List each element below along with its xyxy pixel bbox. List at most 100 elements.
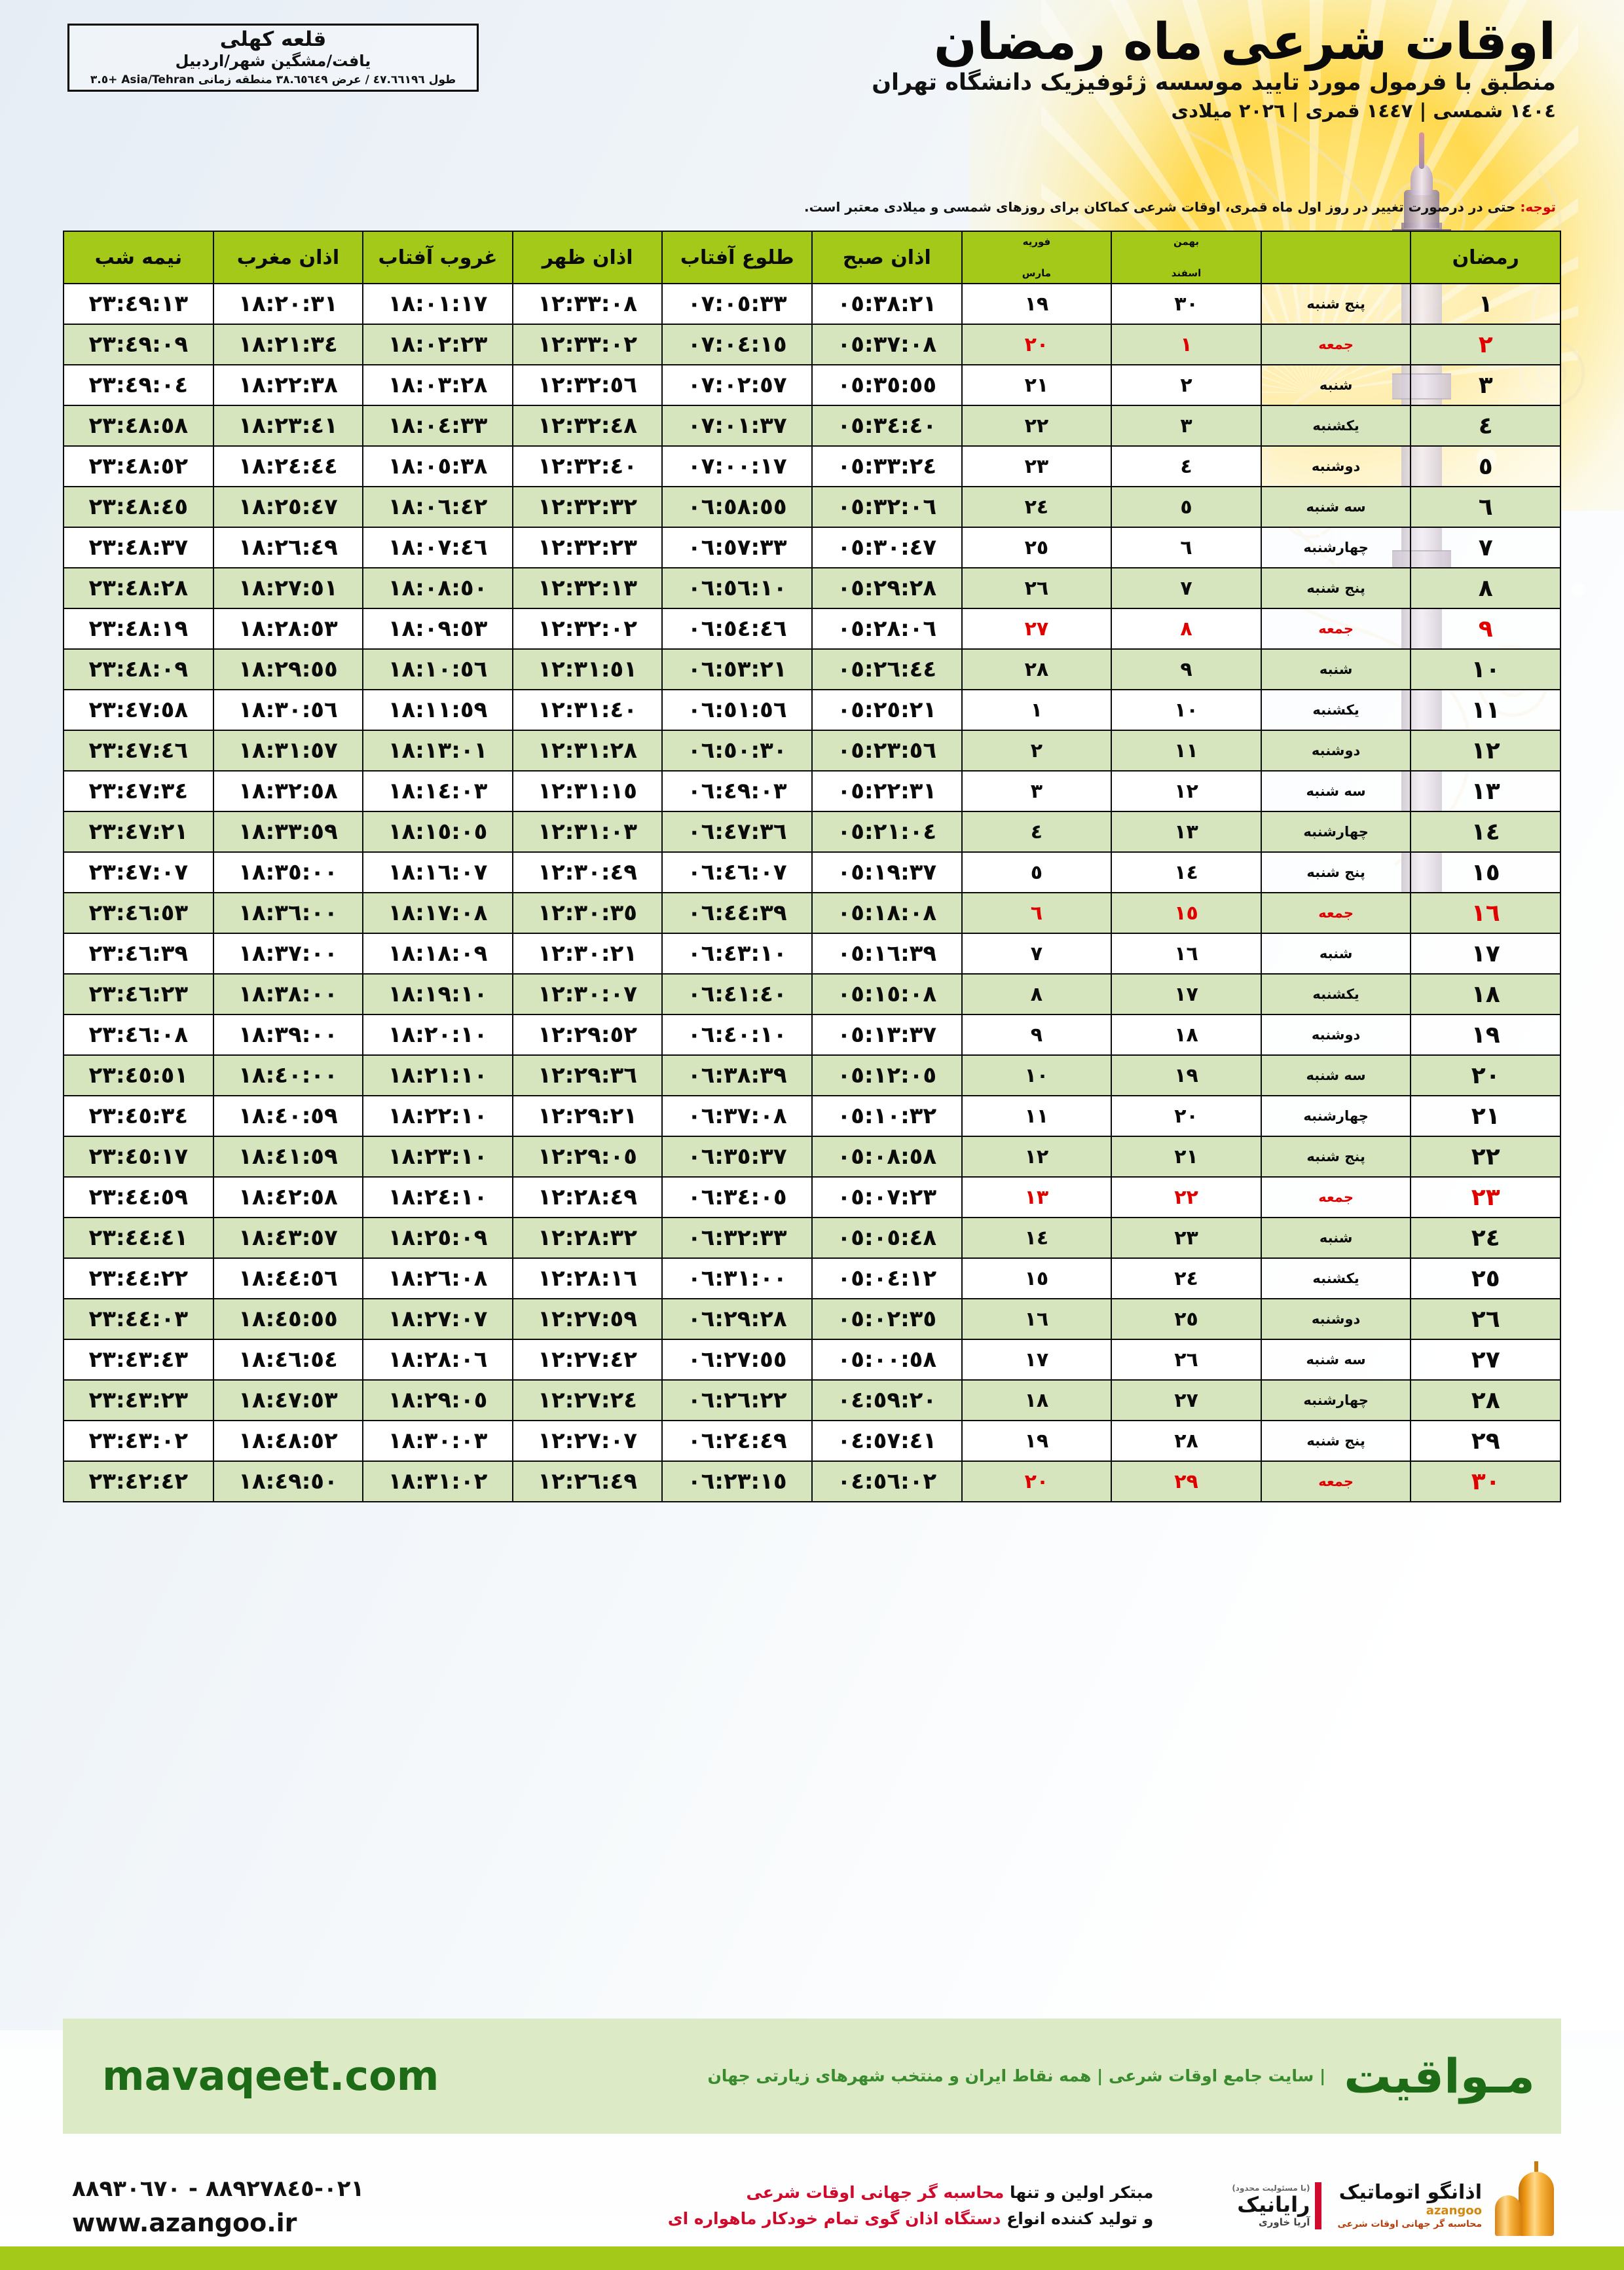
cell-maghrib: ١٨:٢٠:٣١ <box>212 283 364 325</box>
azangoo-title: اذانگو اتوماتیک <box>1338 2181 1482 2204</box>
cell-dhuhr: ١٢:٣٢:٣٢ <box>511 486 663 528</box>
cell-midnight: ٢٣:٤٤:٥٩ <box>63 1176 214 1218</box>
cell-dhuhr: ١٢:٣٠:٢١ <box>511 933 663 975</box>
azangoo-sub: azangoo <box>1426 2204 1482 2218</box>
azangoo-tagline: محاسبه گر جهانی اوقات شرعی <box>1337 2219 1482 2229</box>
cell-gregorian-date: ١٠ <box>961 1054 1113 1096</box>
cell-maghrib: ١٨:٤٣:٥٧ <box>212 1217 364 1259</box>
table-row: ٦ سه شنبه ٥ ٢٤ ٠٥:٣٢:٠٦ ٠٦:٥٨:٥٥ ١٢:٣٢:٣٢ ١٨:٠٦… <box>63 486 1561 528</box>
cell-dhuhr: ١٢:٣٢:٥٦ <box>511 364 663 406</box>
col-header-hijri-bottom: اسفند <box>1171 267 1202 279</box>
cell-gregorian-date: ٦ <box>961 892 1113 934</box>
cell-maghrib: ١٨:٢٨:٥٣ <box>212 608 364 650</box>
cell-sunset: ١٨:٢٩:٠٥ <box>362 1379 513 1421</box>
cell-midnight: ٢٣:٤٨:٢٨ <box>63 567 214 609</box>
table-row: ١٧ شنبه ١٦ ٧ ٠٥:١٦:٣٩ ٠٦:٤٣:١٠ ١٢:٣٠:٢١ ١٨:١٨:٠… <box>63 933 1561 975</box>
cell-weekday: شنبه <box>1260 1217 1412 1259</box>
cell-sunrise: ٠٦:٣٤:٠٥ <box>661 1176 813 1218</box>
cell-gregorian-date: ٥ <box>961 851 1113 893</box>
cell-fajr: ٠٥:٠٨:٥٨ <box>811 1136 963 1178</box>
cell-hijri-date: ١٤ <box>1111 851 1262 893</box>
cell-weekday: جمعه <box>1260 608 1412 650</box>
table-row: ١٠ شنبه ٩ ٢٨ ٠٥:٢٦:٤٤ ٠٦:٥٣:٢١ ١٢:٣١:٥١ ١٨:١٠:٥… <box>63 648 1561 690</box>
cell-midnight: ٢٣:٤٥:٥١ <box>63 1054 214 1096</box>
cell-weekday: پنج شنبه <box>1260 1136 1412 1178</box>
cell-weekday: دوشنبه <box>1260 1014 1412 1056</box>
cell-ramadan-day: ٢٧ <box>1410 1339 1561 1381</box>
cell-dhuhr: ١٢:٢٨:٤٩ <box>511 1176 663 1218</box>
cell-weekday: شنبه <box>1260 364 1412 406</box>
cell-gregorian-date: ٢٥ <box>961 527 1113 568</box>
cell-ramadan-day: ٢ <box>1410 324 1561 365</box>
slogan-line2-highlight: دستگاه اذان گوی تمام خودکار ماهواره ای <box>667 2209 1001 2228</box>
cell-hijri-date: ٢٥ <box>1111 1298 1262 1340</box>
cell-sunset: ١٨:٣١:٠٢ <box>362 1461 513 1502</box>
cell-gregorian-date: ٢٠ <box>961 1461 1113 1502</box>
prayer-times-table: رمضان بهمن اسفند فوریه <box>63 231 1561 1502</box>
cell-ramadan-day: ٢٦ <box>1410 1298 1561 1340</box>
cell-weekday: دوشنبه <box>1260 730 1412 772</box>
cell-maghrib: ١٨:٤٦:٥٤ <box>212 1339 364 1381</box>
rayanik-logo: (با مسئولیت محدود) رایانیک آریا خاوری <box>1232 2182 1322 2229</box>
table-row: ١٣ سه شنبه ١٢ ٣ ٠٥:٢٢:٣١ ٠٦:٤٩:٠٣ ١٢:٣١:١٥ ١٨:١… <box>63 770 1561 812</box>
cell-sunset: ١٨:١٥:٠٥ <box>362 811 513 853</box>
cell-fajr: ٠٥:٣٠:٤٧ <box>811 527 963 568</box>
cell-midnight: ٢٣:٤٧:٤٦ <box>63 730 214 772</box>
cell-fajr: ٠٥:٣٢:٠٦ <box>811 486 963 528</box>
contact-website[interactable]: www.azangoo.ir <box>72 2208 297 2237</box>
cell-fajr: ٠٥:١٥:٠٨ <box>811 973 963 1015</box>
table-row: ١١ یکشنبه ١٠ ١ ٠٥:٢٥:٢١ ٠٦:٥١:٥٦ ١٢:٣١:٤٠ ١٨:١١… <box>63 689 1561 731</box>
cell-hijri-date: ١ <box>1111 324 1262 365</box>
cell-midnight: ٢٣:٤٤:٢٢ <box>63 1257 214 1299</box>
sponsor-logos: اذانگو اتوماتیک azangoo محاسبه گر جهانی … <box>1232 2161 1624 2245</box>
cell-fajr: ٠٥:١٢:٠٥ <box>811 1054 963 1096</box>
cell-sunrise: ٠٦:٥٠:٣٠ <box>661 730 813 772</box>
cell-gregorian-date: ٢ <box>961 730 1113 772</box>
cell-midnight: ٢٣:٤٩:٠٤ <box>63 364 214 406</box>
col-header-hijri-top: بهمن <box>1173 236 1200 248</box>
bottom-green-bar <box>0 2246 1624 2270</box>
table-row: ٢٠ سه شنبه ١٩ ١٠ ٠٥:١٢:٠٥ ٠٦:٣٨:٣٩ ١٢:٢٩:٣٦ ١٨:… <box>63 1054 1561 1096</box>
cell-fajr: ٠٥:٣٨:٢١ <box>811 283 963 325</box>
cell-gregorian-date: ٧ <box>961 933 1113 975</box>
table-header-row: رمضان بهمن اسفند فوریه <box>63 231 1561 284</box>
cell-ramadan-day: ١٣ <box>1410 770 1561 812</box>
cell-fajr: ٠٥:٠٠:٥٨ <box>811 1339 963 1381</box>
cell-weekday: جمعه <box>1260 1461 1412 1502</box>
cell-sunrise: ٠٧:٠٥:٣٣ <box>661 283 813 325</box>
col-header-maghrib: اذان مغرب <box>212 231 364 284</box>
cell-weekday: شنبه <box>1260 933 1412 975</box>
bottom-info-bar: اذانگو اتوماتیک azangoo محاسبه گر جهانی … <box>0 2153 1624 2258</box>
cell-sunrise: ٠٧:٠٢:٥٧ <box>661 364 813 406</box>
cell-sunrise: ٠٦:٤٦:٠٧ <box>661 851 813 893</box>
cell-sunset: ١٨:٠٩:٥٣ <box>362 608 513 650</box>
cell-sunset: ١٨:٠٤:٣٣ <box>362 405 513 447</box>
cell-gregorian-date: ٢٠ <box>961 324 1113 365</box>
cell-sunrise: ٠٦:٤٠:١٠ <box>661 1014 813 1056</box>
cell-weekday: سه شنبه <box>1260 770 1412 812</box>
cell-weekday: یکشنبه <box>1260 405 1412 447</box>
cell-maghrib: ١٨:٣٨:٠٠ <box>212 973 364 1015</box>
cell-sunset: ١٨:٢٢:١٠ <box>362 1095 513 1137</box>
footer-website[interactable]: mavaqeet.com <box>102 2052 439 2100</box>
cell-dhuhr: ١٢:٢٦:٤٩ <box>511 1461 663 1502</box>
cell-sunset: ١٨:١٧:٠٨ <box>362 892 513 934</box>
cell-hijri-date: ٦ <box>1111 527 1262 568</box>
cell-sunset: ١٨:١٦:٠٧ <box>362 851 513 893</box>
footer-brand-strip: مـواقیت | سایت جامع اوقات شرعی | همه نقا… <box>63 2019 1561 2134</box>
cell-gregorian-date: ٢٧ <box>961 608 1113 650</box>
table-row: ١٨ یکشنبه ١٧ ٨ ٠٥:١٥:٠٨ ٠٦:٤١:٤٠ ١٢:٣٠:٠٧ ١٨:١٩… <box>63 973 1561 1015</box>
cell-maghrib: ١٨:٤٨:٥٢ <box>212 1420 364 1462</box>
cell-sunset: ١٨:٠٥:٣٨ <box>362 445 513 487</box>
cell-gregorian-date: ١٩ <box>961 283 1113 325</box>
cell-weekday: یکشنبه <box>1260 973 1412 1015</box>
cell-gregorian-date: ١٦ <box>961 1298 1113 1340</box>
location-region: یافت/مشگین شهر/اردبیل <box>175 52 371 70</box>
cell-ramadan-day: ٣ <box>1410 364 1561 406</box>
rayanik-bar-icon <box>1315 2182 1322 2229</box>
cell-gregorian-date: ١٩ <box>961 1420 1113 1462</box>
col-header-ramadan: رمضان <box>1410 231 1561 284</box>
table-row: ٢١ چهارشنبه ٢٠ ١١ ٠٥:١٠:٣٢ ٠٦:٣٧:٠٨ ١٢:٢٩:٢١ ١٨… <box>63 1095 1561 1137</box>
cell-hijri-date: ١١ <box>1111 730 1262 772</box>
cell-fajr: ٠٥:٢٣:٥٦ <box>811 730 963 772</box>
